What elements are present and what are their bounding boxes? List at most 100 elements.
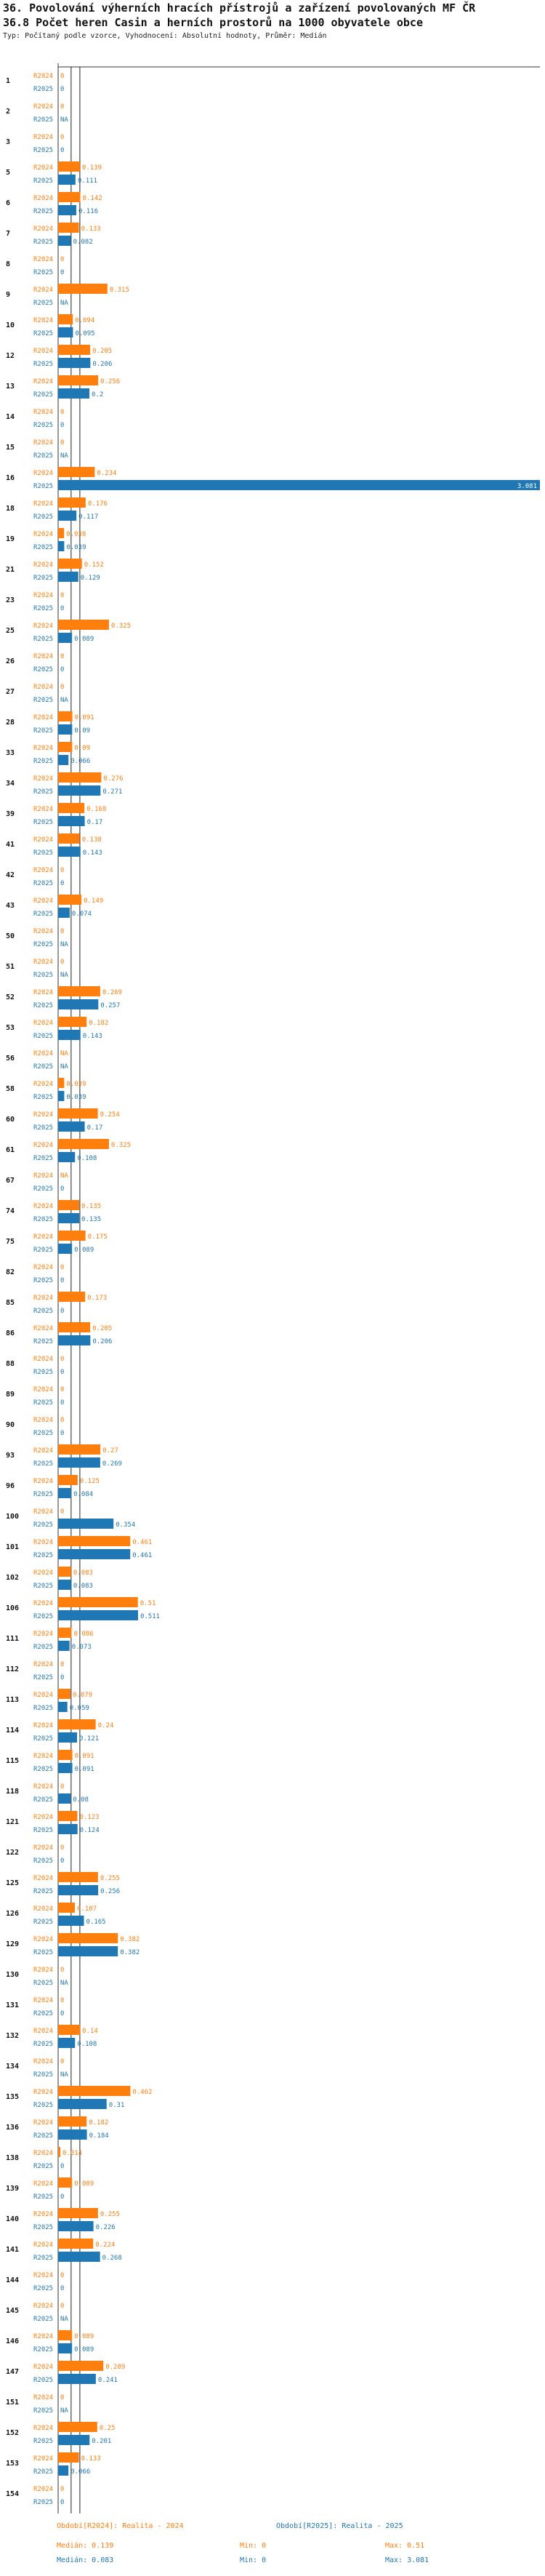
series-label: R2024 <box>33 2150 53 2157</box>
data-label: 0.254 <box>100 1111 120 1119</box>
series-label: R2025 <box>33 1338 53 1345</box>
median-2024: Medián: 0.139 <box>57 2542 114 2550</box>
data-label: 0.255 <box>100 2211 120 2218</box>
bar-r2024 <box>58 1200 80 1210</box>
legend-period-2024: Období[R2024]: Realita - 2024 <box>57 2522 184 2530</box>
series-label: R2024 <box>33 1967 53 1974</box>
series-label: R2025 <box>33 239 53 246</box>
bar-r2025 <box>58 2099 107 2109</box>
category-label: 118 <box>6 1788 19 1796</box>
data-label: 0.039 <box>66 1081 86 1088</box>
data-label: 0.168 <box>86 806 106 813</box>
category-label: 75 <box>6 1238 15 1246</box>
bar-r2024 <box>58 345 91 355</box>
series-label: R2024 <box>33 287 53 294</box>
series-label: R2024 <box>33 1814 53 1821</box>
series-label: R2024 <box>33 317 53 324</box>
series-label: R2024 <box>33 2211 53 2218</box>
data-label: 0 <box>60 2193 64 2201</box>
series-label: R2025 <box>33 1766 53 1773</box>
series-label: R2024 <box>33 1539 53 1546</box>
series-label: R2025 <box>33 575 53 582</box>
category-label: 23 <box>6 596 15 604</box>
data-label: 0 <box>60 73 64 80</box>
bar-r2025 <box>58 847 81 857</box>
data-label: 0.234 <box>97 470 116 477</box>
bar-r2024 <box>58 1689 70 1699</box>
series-label: R2024 <box>33 1050 53 1057</box>
data-label: 0.107 <box>77 1905 97 1913</box>
data-label: 0.09 <box>74 745 90 752</box>
series-label: R2025 <box>33 147 53 154</box>
data-label: 0.059 <box>70 1705 89 1712</box>
category-label: 126 <box>6 1910 19 1918</box>
series-label: R2025 <box>33 1674 53 1681</box>
data-label: 0.121 <box>79 1735 99 1743</box>
series-label: R2024 <box>33 1356 53 1363</box>
series-label: R2025 <box>33 1980 53 1987</box>
series-label: R2025 <box>33 1430 53 1437</box>
data-label: 0 <box>60 1430 64 1437</box>
data-label: 0 <box>60 1356 64 1363</box>
data-label: 0 <box>60 2058 64 2065</box>
data-label: 0.382 <box>120 1936 140 1943</box>
series-label: R2024 <box>33 2486 53 2493</box>
data-label: 0.09 <box>74 727 90 735</box>
series-label: R2024 <box>33 134 53 141</box>
data-label: 0 <box>60 1508 64 1516</box>
data-label: 0.256 <box>100 1888 120 1895</box>
series-label: R2024 <box>33 1875 53 1882</box>
data-label: 0.086 <box>74 1631 94 1638</box>
category-label: 125 <box>6 1879 19 1887</box>
series-label: R2025 <box>33 1216 53 1223</box>
data-label: 0 <box>60 2499 64 2506</box>
bar-r2024 <box>58 1444 101 1455</box>
category-label: 42 <box>6 871 15 879</box>
series-label: R2025 <box>33 391 53 399</box>
series-label: R2024 <box>33 378 53 385</box>
bar-r2025 <box>58 511 77 521</box>
category-label: 53 <box>6 1024 15 1032</box>
series-label: R2025 <box>33 2438 53 2445</box>
series-label: R2025 <box>33 1919 53 1926</box>
category-label: 33 <box>6 749 15 757</box>
category-label: 106 <box>6 1604 19 1612</box>
bar-r2025 <box>58 327 73 337</box>
series-label: R2025 <box>33 116 53 124</box>
series-label: R2025 <box>33 2193 53 2201</box>
bar-r2024 <box>58 1322 91 1332</box>
data-label: 0.27 <box>102 1447 118 1455</box>
series-label: R2025 <box>33 2041 53 2048</box>
legend-period-2025: Období[R2025]: Realita - 2025 <box>276 2522 403 2530</box>
series-label: R2025 <box>33 269 53 276</box>
series-label: R2025 <box>33 422 53 429</box>
bar-r2025 <box>58 1824 78 1834</box>
category-label: 56 <box>6 1055 15 1063</box>
series-label: R2025 <box>33 972 53 979</box>
series-label: R2025 <box>33 1735 53 1743</box>
category-label: 135 <box>6 2093 19 2101</box>
category-label: 13 <box>6 383 15 391</box>
data-label: NA <box>60 2407 68 2415</box>
data-label: 0.089 <box>74 2180 94 2188</box>
bar-r2025 <box>58 1946 118 1956</box>
data-label: 0.17 <box>87 819 103 826</box>
series-label: R2024 <box>33 836 53 844</box>
category-label: 61 <box>6 1146 15 1154</box>
data-label: 0.083 <box>73 1583 93 1590</box>
series-label: R2025 <box>33 2377 53 2384</box>
series-label: R2024 <box>33 806 53 813</box>
category-label: 96 <box>6 1482 15 1490</box>
bar-r2024 <box>58 772 102 783</box>
bar-r2025 <box>58 1610 138 1620</box>
data-label: 0 <box>60 592 64 599</box>
series-label: R2024 <box>33 2303 53 2310</box>
series-label: R2025 <box>33 941 53 948</box>
series-label: R2024 <box>33 1203 53 1210</box>
data-label: 0.17 <box>87 1124 103 1132</box>
category-label: 19 <box>6 535 15 543</box>
data-label: 0.206 <box>92 361 112 368</box>
category-label: 9 <box>6 291 10 299</box>
data-label: 0.173 <box>87 1295 107 1302</box>
chart-info: Typ: Počítaný podle vzorce, Vyhodnocení:… <box>3 32 327 40</box>
